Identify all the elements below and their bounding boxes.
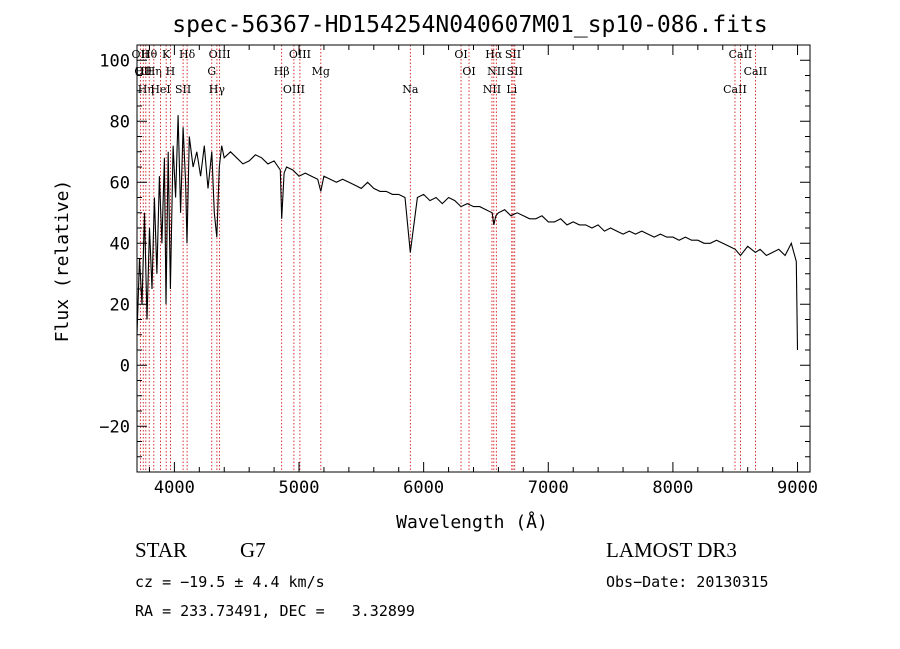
y-tick-label: −20 bbox=[99, 417, 130, 437]
survey-name: LAMOST DR3 bbox=[606, 538, 737, 562]
x-tick-label: 6000 bbox=[403, 478, 444, 498]
spectral-line-label: Hβ bbox=[274, 65, 290, 78]
observation-date: Obs−Date: 20130315 bbox=[606, 573, 769, 591]
x-tick-label: 4000 bbox=[154, 478, 195, 498]
spectral-line-label: K bbox=[162, 48, 171, 61]
coordinates: RA = 233.73491, DEC = 3.32899 bbox=[135, 602, 415, 620]
chart-title: spec-56367-HD154254N040607M01_sp10-086.f… bbox=[172, 12, 767, 38]
spectral-line-label: NII bbox=[483, 83, 501, 96]
x-tick-label: 5000 bbox=[279, 478, 320, 498]
spectrum-line bbox=[136, 115, 799, 351]
spectral-line-label: OIII bbox=[209, 48, 231, 61]
spectral-line-label: Hη bbox=[138, 83, 154, 96]
spectral-line-label: OII bbox=[134, 65, 152, 78]
x-tick-label: 7000 bbox=[528, 478, 569, 498]
spectral-line-label: Hγ bbox=[209, 83, 226, 96]
axes-frame bbox=[136, 44, 811, 473]
spectral-line-label: Hα bbox=[485, 48, 503, 61]
x-tick-label: 8000 bbox=[652, 478, 693, 498]
y-tick-label: 60 bbox=[110, 173, 130, 193]
redshift-velocity: cz = −19.5 ± 4.4 km/s bbox=[135, 573, 325, 591]
spectral-line-label: Hη bbox=[146, 65, 162, 78]
spectral-line-label: SII bbox=[175, 83, 191, 96]
spectral-line-label: HeI bbox=[150, 83, 170, 96]
spectral-line-label: OI bbox=[462, 65, 475, 78]
y-tick-label: 20 bbox=[110, 295, 130, 315]
object-subclass: G7 bbox=[240, 538, 266, 562]
spectral-line-label: OIII bbox=[283, 83, 305, 96]
spectral-line-label: Hθ bbox=[141, 48, 158, 61]
spectral-line-label: SII bbox=[505, 48, 521, 61]
x-tick-label: 9000 bbox=[777, 478, 818, 498]
spectral-line-label: Li bbox=[506, 83, 517, 96]
spectral-line-label: CaII bbox=[723, 83, 747, 96]
y-tick-label: 0 bbox=[120, 356, 130, 376]
spectral-line-label: Mg bbox=[312, 65, 330, 78]
spectral-line-label: OII bbox=[132, 48, 150, 61]
y-tick-label: 80 bbox=[110, 112, 130, 132]
spectral-line-label: SII bbox=[507, 65, 523, 78]
y-tick-label: 100 bbox=[99, 51, 130, 71]
object-class: STAR bbox=[135, 538, 187, 562]
spectral-line-label: G bbox=[207, 65, 216, 78]
spectral-line-label: Hθ bbox=[135, 65, 152, 78]
spectral-line-label: Hδ bbox=[179, 48, 196, 61]
y-tick-label: 40 bbox=[110, 234, 130, 254]
spectral-line-label: OIII bbox=[289, 48, 311, 61]
y-axis-label: Flux (relative) bbox=[52, 180, 73, 343]
plot-area: OIIHθOIIHηHθHηHeIKHSIIHδGHγOIIIHβOIIIOII… bbox=[99, 44, 818, 498]
spectral-line-label: H bbox=[166, 65, 176, 78]
spectral-line-label: NII bbox=[487, 65, 505, 78]
spectral-line-label: CaII bbox=[744, 65, 768, 78]
x-axis-label: Wavelength (Å) bbox=[396, 511, 548, 533]
spectral-line-label: CaII bbox=[729, 48, 753, 61]
spectral-line-label: Na bbox=[402, 83, 419, 96]
spectral-line-label: OI bbox=[454, 48, 467, 61]
